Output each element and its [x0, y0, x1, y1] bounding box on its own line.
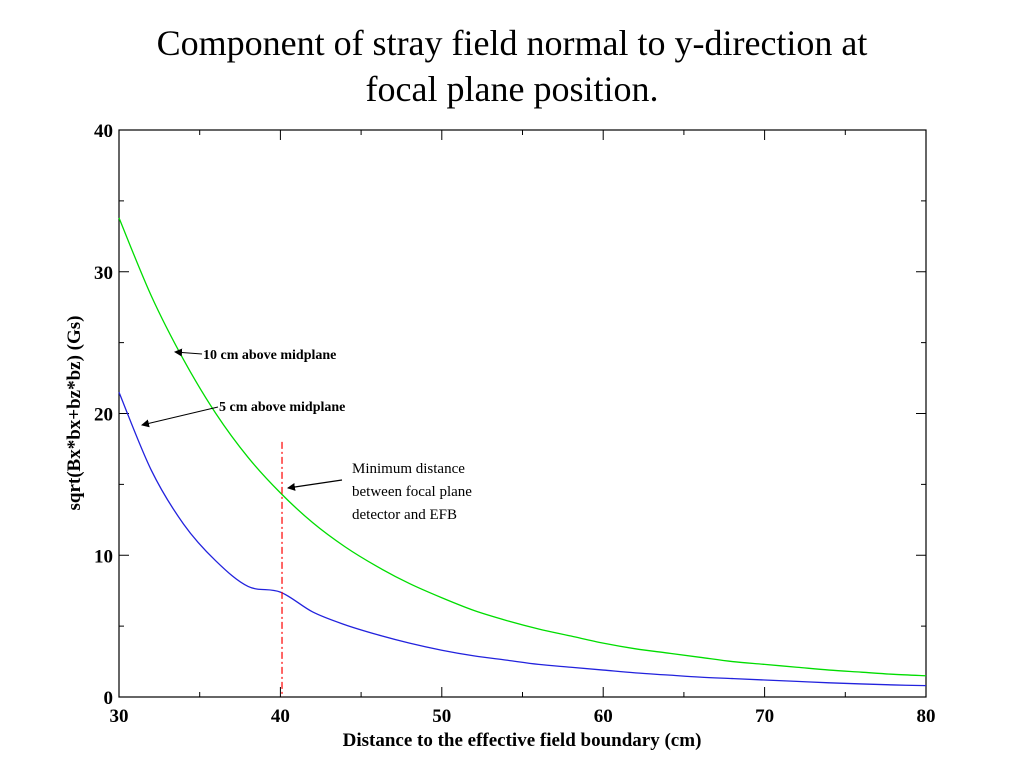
annotation-min-distance-line-2: between focal plane [352, 484, 472, 500]
slide-title: Component of stray field normal to y-dir… [0, 20, 1024, 112]
annotation-10cm: 10 cm above midplane [174, 348, 336, 363]
x-tick-label: 50 [432, 706, 451, 727]
slide-title-line-1: Component of stray field normal to y-dir… [156, 23, 868, 63]
x-tick-label: 60 [594, 706, 613, 727]
x-axis-label: Distance to the effective field boundary… [343, 730, 702, 751]
y-axis-label: sqrt(Bx*bx+bz*bz) (Gs) [64, 315, 85, 510]
y-tick-label: 30 [94, 263, 113, 284]
annotation-10cm-arrow [174, 348, 203, 357]
y-tick-label: 10 [94, 546, 113, 567]
axis-ticks [118, 129, 927, 698]
x-tick-label: 30 [110, 706, 129, 727]
annotation-5cm-arrow [141, 406, 219, 428]
x-tick-label: 40 [271, 706, 290, 727]
annotation-10cm-label: 10 cm above midplane [203, 348, 336, 363]
annotation-min-distance-arrow [287, 479, 343, 491]
series-layer [118, 217, 927, 687]
slide-title-line-2: focal plane position. [365, 69, 659, 109]
x-tick-label: 70 [755, 706, 774, 727]
x-tick-label: 80 [917, 706, 936, 727]
tick-labels: 30 40 50 60 70 80 0 10 20 30 40 [94, 121, 936, 727]
annotation-min-distance: Minimum distance between focal plane det… [287, 461, 472, 523]
y-tick-label: 40 [94, 121, 113, 142]
annotation-min-distance-line-3: detector and EFB [352, 507, 457, 523]
annotation-5cm-label: 5 cm above midplane [219, 400, 345, 415]
series-line-0 [118, 217, 927, 677]
y-tick-label: 0 [104, 688, 114, 709]
annotation-min-distance-line-1: Minimum distance [352, 461, 465, 477]
y-tick-label: 20 [94, 405, 113, 426]
annotation-5cm: 5 cm above midplane [141, 400, 345, 428]
series-line-1 [118, 391, 927, 687]
